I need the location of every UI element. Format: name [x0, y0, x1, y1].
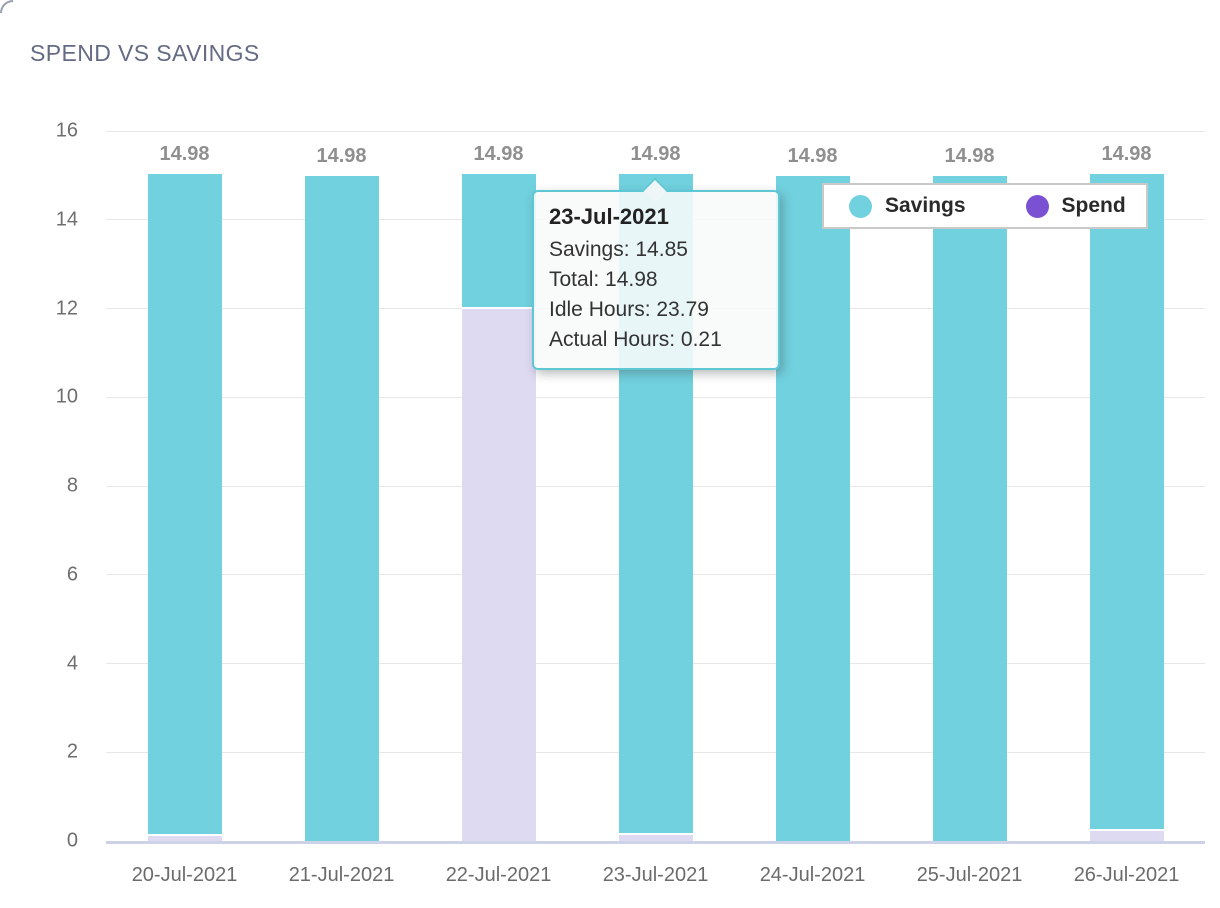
bar-group: 14.98 20-Jul-2021	[106, 131, 263, 886]
bar[interactable]	[775, 176, 850, 841]
bar-segment-divider	[461, 306, 536, 309]
bar-value-label: 14.98	[630, 143, 681, 166]
x-axis-tick-label: 23-Jul-2021	[602, 864, 709, 886]
tooltip-line-total: Total: 14.98	[549, 268, 658, 291]
tooltip: 23-Jul-2021 Savings: 14.85 Total: 14.98 …	[532, 177, 780, 370]
bars-layer: 14.98 20-Jul-2021 14.98 21-Jul-2021 14.98 22-…	[106, 131, 1205, 886]
bar-segment-savings[interactable]	[461, 174, 536, 307]
bar-value-label: 14.98	[473, 143, 524, 166]
bar[interactable]	[461, 174, 536, 841]
y-axis-tick-label: 10	[55, 385, 78, 408]
bar-segment-savings[interactable]	[147, 174, 222, 835]
tooltip-title: 23-Jul-2021	[549, 204, 669, 229]
bar-segment-divider	[147, 834, 222, 837]
y-axis-tick-label: 12	[55, 297, 78, 319]
x-axis-tick-label: 24-Jul-2021	[759, 864, 866, 886]
bar-segment-savings[interactable]	[775, 176, 850, 841]
bar-group: 14.98 25-Jul-2021	[891, 131, 1048, 886]
tooltip-line-idle-hours: Idle Hours: 23.79	[549, 298, 709, 321]
y-axis-tick-label: 0	[66, 829, 78, 852]
bar-segment-spend[interactable]	[147, 836, 222, 841]
y-axis-tick-label: 16	[55, 119, 78, 142]
x-axis-line	[106, 841, 1205, 844]
bar-value-label: 14.98	[1101, 143, 1152, 166]
x-axis-tick-label: 20-Jul-2021	[131, 864, 238, 886]
legend-label-spend: Spend	[1061, 194, 1126, 217]
x-axis-tick-label: 22-Jul-2021	[445, 864, 552, 886]
bar-segment-savings[interactable]	[1089, 174, 1164, 830]
y-axis-tick-label: 14	[55, 208, 78, 231]
legend-label-savings: Savings	[885, 194, 966, 217]
bar[interactable]	[1089, 174, 1164, 841]
bar[interactable]	[147, 174, 222, 841]
bar-group: 14.98 22-Jul-2021	[420, 131, 577, 886]
savings-swatch-icon	[849, 194, 872, 218]
y-axis-tick-label: 2	[66, 740, 78, 763]
legend: Savings Spend	[822, 183, 1148, 229]
bar-group: 14.98 21-Jul-2021	[263, 131, 420, 886]
bar-segment-spend[interactable]	[618, 835, 693, 841]
bar-value-label: 14.98	[159, 143, 210, 166]
bar-segment-spend[interactable]	[461, 308, 536, 841]
bar-value-label: 14.98	[787, 145, 838, 168]
bar-segment-savings[interactable]	[304, 176, 379, 841]
tooltip-line-actual-hours: Actual Hours: 0.21	[549, 328, 722, 351]
legend-item-savings[interactable]: Savings	[849, 194, 966, 218]
y-axis-tick-label: 8	[66, 474, 78, 497]
y-axis-tick-label: 6	[66, 563, 78, 586]
x-axis-tick-label: 25-Jul-2021	[916, 864, 1023, 886]
bar-segment-divider	[1089, 829, 1164, 832]
bar-value-label: 14.98	[316, 145, 367, 168]
tooltip-line-savings: Savings: 14.85	[549, 238, 688, 261]
bar[interactable]	[304, 176, 379, 841]
bar-segment-savings[interactable]	[932, 176, 1007, 841]
spend-swatch-icon	[1025, 194, 1049, 218]
x-axis-tick-label: 21-Jul-2021	[288, 864, 395, 886]
bar[interactable]	[932, 176, 1007, 841]
bar-group: 14.98 24-Jul-2021	[734, 131, 891, 886]
page-title: SPEND VS SAVINGS	[30, 40, 260, 66]
plot-area: 0 2 4 6 8 10 12 14 16 14.98 20-Jul-2021 14.98 21-Jul…	[56, 120, 1205, 886]
bar-group: 14.98 26-Jul-2021	[1048, 131, 1205, 886]
card-corner-decoration	[0, 0, 13, 13]
x-axis-tick-label: 26-Jul-2021	[1073, 864, 1180, 886]
bar-value-label: 14.98	[944, 145, 995, 168]
legend-item-spend[interactable]: Spend	[1025, 194, 1126, 218]
bar-segment-divider	[618, 833, 693, 836]
bar-segment-spend[interactable]	[1089, 831, 1164, 841]
gridline	[106, 130, 1205, 132]
y-axis-tick-label: 4	[66, 652, 78, 674]
